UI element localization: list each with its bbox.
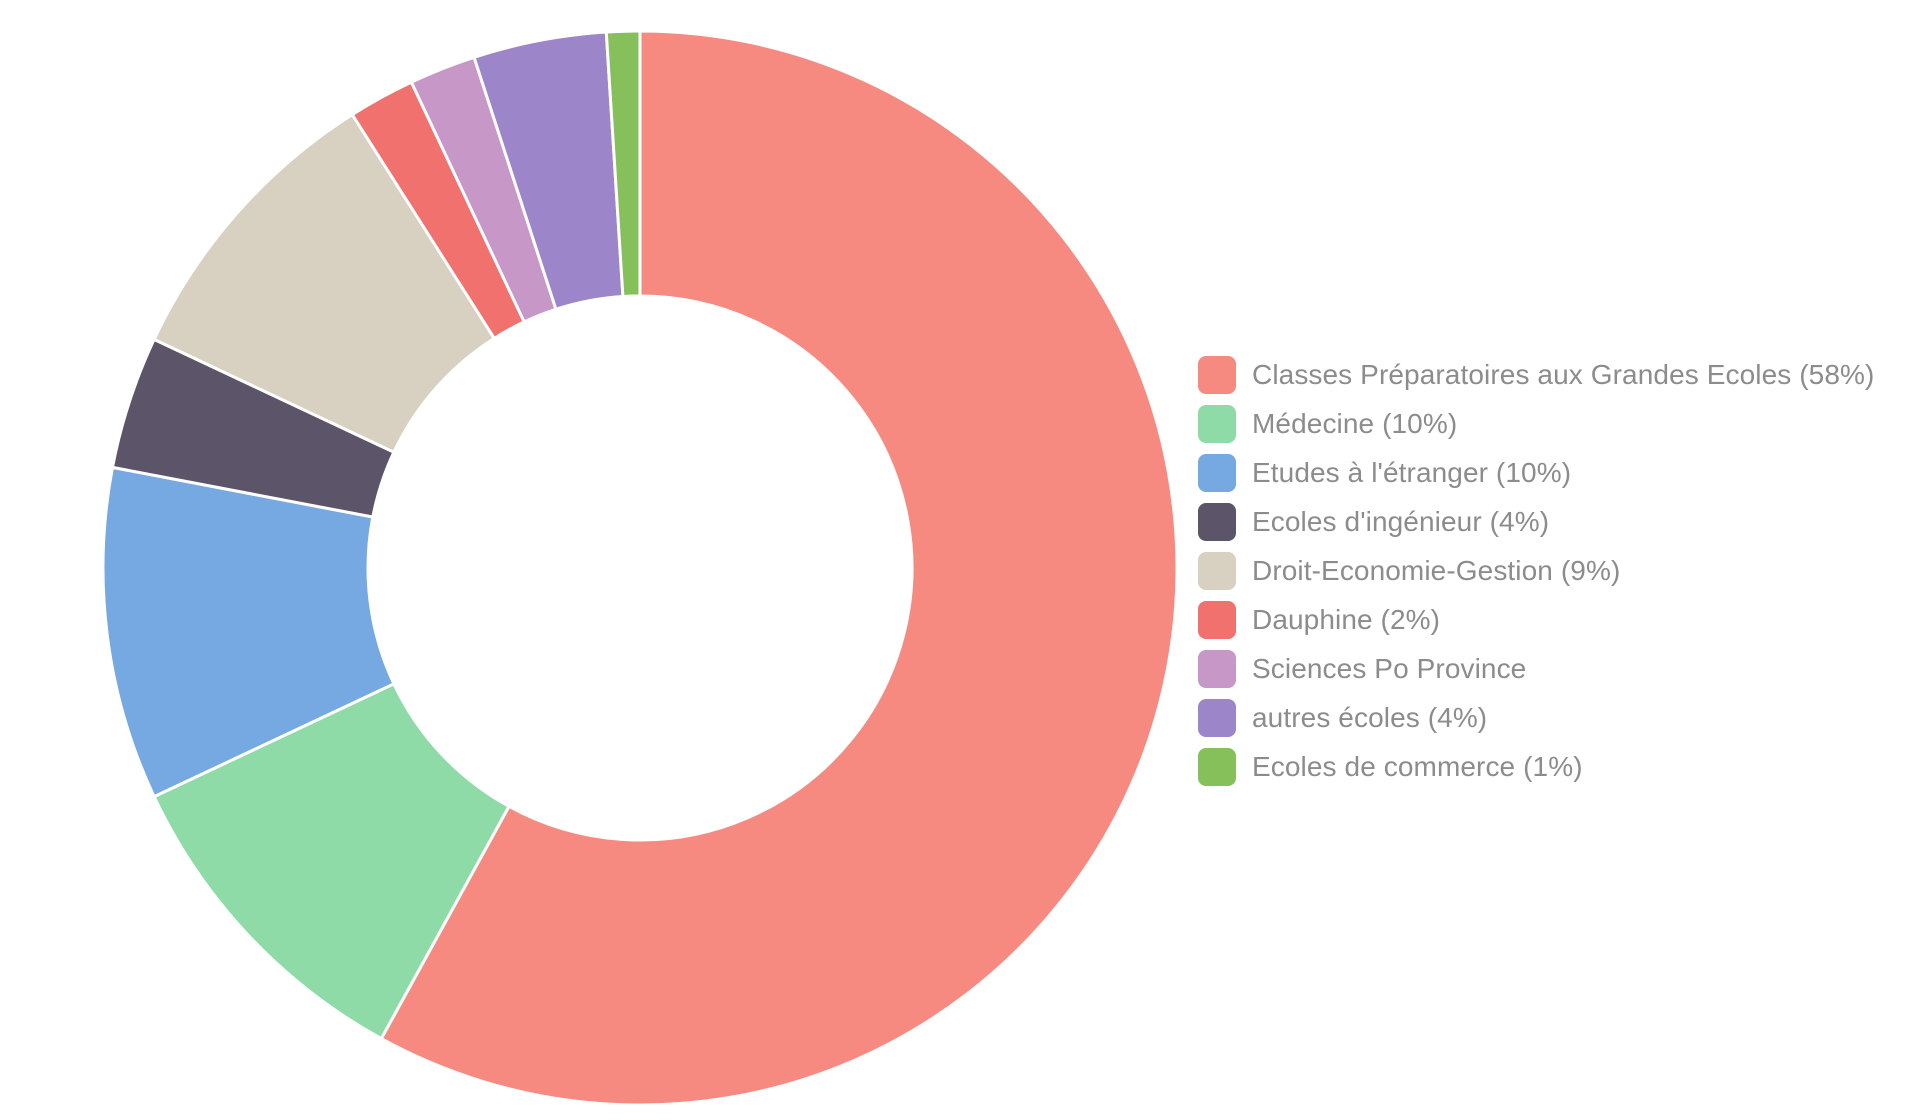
legend-label-dauphine: Dauphine (2%) [1252,603,1441,635]
legend-swatch-autres-ecoles [1198,698,1236,737]
legend-swatch-ecoles-ingenieur [1198,502,1236,541]
legend-swatch-classes-preparatoires [1198,355,1236,394]
legend-swatch-sciences-po-province [1198,649,1236,688]
legend-item-ecoles-de-commerce[interactable]: Ecoles de commerce (1%) [1198,742,1874,791]
legend-label-autres-ecoles: autres écoles (4%) [1252,701,1488,733]
donut-slice-classes-preparatoires-aux-grandes-ecoles[interactable] [379,29,1179,1107]
donut-slice-ecoles-de-commerce[interactable] [604,29,642,299]
legend-label-droit-economie-gestion: Droit-Economie-Gestion (9%) [1252,554,1621,586]
legend-item-ecoles-ingenieur[interactable]: Ecoles d'ingénieur (4%) [1198,497,1874,546]
legend-item-dauphine[interactable]: Dauphine (2%) [1198,595,1874,644]
legend-swatch-dauphine [1198,600,1236,639]
legend-label-sciences-po-province: Sciences Po Province [1252,652,1527,684]
legend-item-sciences-po-province[interactable]: Sciences Po Province [1198,644,1874,693]
legend-swatch-droit-economie-gestion [1198,551,1236,590]
donut-slice-medecine[interactable] [152,682,511,1041]
legend-swatch-medecine [1198,404,1236,443]
legend-label-ecoles-ingenieur: Ecoles d'ingénieur (4%) [1252,505,1550,537]
legend-label-ecoles-de-commerce: Ecoles de commerce (1%) [1252,750,1583,782]
legend-swatch-ecoles-de-commerce [1198,747,1236,786]
legend-item-medecine[interactable]: Médecine (10%) [1198,399,1874,448]
chart-legend: Classes Préparatoires aux Grandes Ecoles… [1198,350,1874,791]
legend-item-autres-ecoles[interactable]: autres écoles (4%) [1198,693,1874,742]
legend-swatch-etudes-etranger [1198,453,1236,492]
legend-label-classes-preparatoires: Classes Préparatoires aux Grandes Ecoles… [1252,358,1875,390]
legend-item-droit-economie-gestion[interactable]: Droit-Economie-Gestion (9%) [1198,546,1874,595]
legend-item-classes-preparatoires[interactable]: Classes Préparatoires aux Grandes Ecoles… [1198,350,1874,399]
legend-item-etudes-etranger[interactable]: Etudes à l'étranger (10%) [1198,448,1874,497]
legend-label-medecine: Médecine (10%) [1252,407,1458,439]
donut-slice-etudes-a-l-etranger[interactable] [101,465,396,799]
legend-label-etudes-etranger: Etudes à l'étranger (10%) [1252,456,1572,488]
